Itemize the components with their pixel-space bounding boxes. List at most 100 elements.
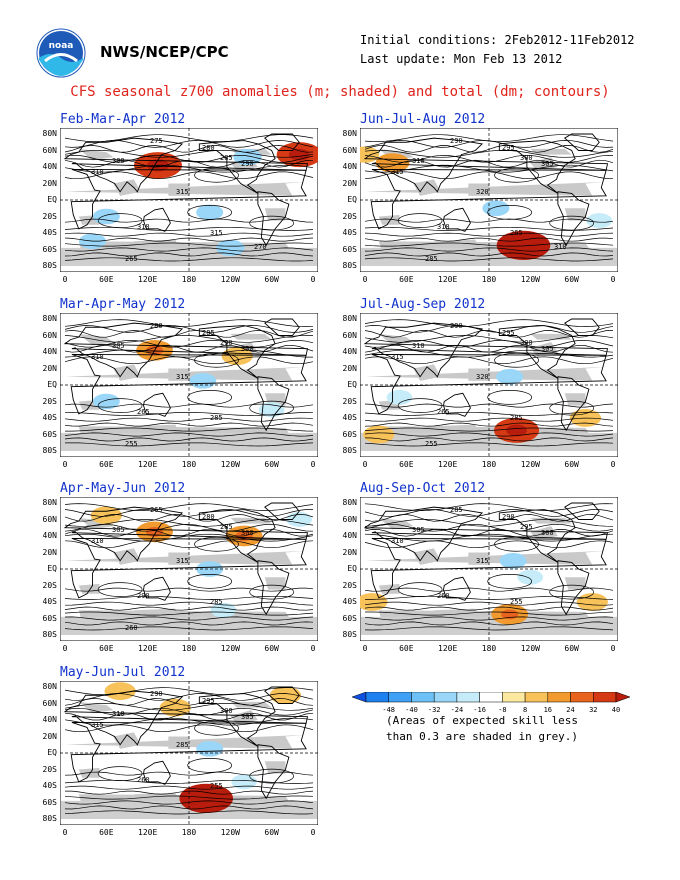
height-contour bbox=[65, 427, 314, 432]
lat-tick-label: 60S bbox=[42, 797, 57, 807]
lat-tick-label: 60N bbox=[42, 514, 57, 524]
contour-label: 290 bbox=[220, 339, 233, 347]
coastline bbox=[63, 137, 309, 193]
contour-label: 285 bbox=[425, 255, 438, 263]
coastline bbox=[370, 538, 607, 599]
panel-title: Mar-Apr-May 2012 bbox=[60, 297, 186, 312]
height-contour bbox=[364, 437, 614, 442]
lat-tick-label: 40N bbox=[342, 347, 357, 356]
contour-label: 310 bbox=[91, 168, 104, 176]
low-skill-area bbox=[168, 736, 189, 749]
positive-anomaly bbox=[360, 593, 388, 611]
height-contour bbox=[364, 587, 614, 592]
colorbar-label: -40 bbox=[405, 706, 418, 714]
low-skill-area bbox=[468, 368, 489, 381]
panel-title: Feb-Mar-Apr 2012 bbox=[60, 112, 186, 127]
anomaly-core bbox=[506, 424, 527, 437]
contour-label: 310 bbox=[412, 342, 425, 350]
panel-title: Jun-Jul-Aug 2012 bbox=[360, 112, 486, 127]
lon-tick-label: 180 bbox=[181, 828, 197, 837]
lat-tick-label: 60N bbox=[342, 145, 357, 155]
anomaly-map: 290 295 300 305 310 315 320 310 265 285 310 bbox=[360, 128, 618, 272]
contour-label: 305 bbox=[241, 713, 254, 721]
lon-tick-label: 60W bbox=[264, 828, 279, 837]
lon-tick-label: 0 bbox=[310, 644, 316, 653]
contour-label: 300 bbox=[520, 154, 533, 162]
height-contour bbox=[494, 536, 539, 552]
height-contour bbox=[64, 145, 314, 153]
contour-label: 300 bbox=[541, 529, 554, 537]
contour-label: 280 bbox=[202, 144, 215, 152]
contour-label: 315 bbox=[476, 557, 489, 565]
coastline bbox=[257, 376, 290, 432]
lon-tick-label: 120E bbox=[438, 460, 458, 469]
contour-label: 290 bbox=[450, 137, 463, 145]
colorbar-swatch bbox=[570, 692, 594, 703]
lon-tick-label: 0 bbox=[62, 644, 68, 653]
contour-label: 265 bbox=[125, 255, 138, 263]
lat-tick-label: 20N bbox=[42, 547, 57, 557]
lon-tick-label: 120E bbox=[138, 275, 158, 284]
negative-anomaly bbox=[210, 602, 237, 618]
contour-label: 285 bbox=[220, 154, 233, 162]
contour-label: 285 bbox=[450, 506, 463, 514]
noaa-logo: noaa bbox=[36, 28, 86, 78]
contour-label: 260 bbox=[137, 776, 150, 784]
coastline bbox=[498, 140, 576, 194]
last-update: Last update: Mon Feb 13 2012 bbox=[360, 52, 563, 66]
low-skill-area bbox=[264, 208, 286, 221]
contour-label: 295 bbox=[520, 523, 533, 531]
lon-tick-label: 0 bbox=[310, 828, 316, 837]
lat-tick-label: 20S bbox=[342, 211, 357, 221]
negative-anomaly bbox=[92, 393, 120, 410]
low-skill-area bbox=[564, 208, 586, 221]
contour-label: 285 bbox=[176, 741, 189, 749]
lon-tick-label: 0 bbox=[310, 460, 316, 469]
contour-label: 300 bbox=[520, 339, 533, 347]
positive-anomaly bbox=[363, 425, 395, 444]
lon-tick-label: 120E bbox=[138, 828, 158, 837]
contour-label: 280 bbox=[150, 322, 163, 330]
lat-tick-label: 80S bbox=[342, 446, 357, 455]
colorbar-label: 8 bbox=[523, 706, 527, 714]
positive-anomaly bbox=[269, 686, 302, 705]
height-contour bbox=[64, 411, 314, 416]
negative-anomaly bbox=[517, 569, 544, 585]
coastline bbox=[363, 506, 609, 562]
coastline bbox=[498, 509, 576, 563]
anomaly-map: 290 295 300 305 310 315 320 265 285 255 bbox=[360, 313, 618, 457]
lon-tick-label: 60W bbox=[564, 275, 579, 284]
lat-tick-label: 80S bbox=[342, 630, 357, 639]
negative-anomaly bbox=[386, 389, 413, 405]
height-contour bbox=[64, 514, 314, 522]
contour-label: 305 bbox=[412, 526, 425, 534]
lon-tick-label: 0 bbox=[62, 275, 68, 284]
height-contour bbox=[64, 218, 314, 223]
height-contour bbox=[487, 390, 533, 405]
height-contour bbox=[364, 159, 614, 168]
contour-label: 255 bbox=[125, 440, 138, 448]
lon-tick-label: 180 bbox=[181, 460, 197, 469]
anomaly-map: 290 295 300 305 310 315 285 260 255 bbox=[60, 681, 318, 825]
lon-tick-label: 0 bbox=[362, 644, 368, 653]
height-contour bbox=[64, 164, 314, 173]
coastline bbox=[443, 207, 471, 232]
height-contour bbox=[549, 584, 595, 600]
height-contour bbox=[64, 698, 314, 706]
lat-tick-label: 80S bbox=[42, 261, 57, 270]
colorbar-label: -8 bbox=[498, 706, 506, 714]
lon-tick-label: 120W bbox=[220, 828, 240, 837]
contour-label: 295 bbox=[502, 329, 515, 337]
lat-tick-label: 20S bbox=[42, 211, 57, 221]
panel-title: Aug-Sep-Oct 2012 bbox=[360, 481, 486, 496]
contour-label: 290 bbox=[502, 513, 515, 521]
negative-anomaly bbox=[189, 373, 217, 389]
contour-label: 285 bbox=[210, 598, 223, 606]
lon-tick-label: 0 bbox=[610, 275, 616, 284]
colorbar-label: 24 bbox=[566, 706, 574, 714]
lat-tick-label: 20N bbox=[42, 178, 57, 188]
lat-tick-label: 20S bbox=[42, 764, 57, 774]
low-skill-area bbox=[361, 432, 617, 451]
lat-tick-label: 20S bbox=[42, 580, 57, 590]
coastline bbox=[257, 191, 290, 247]
